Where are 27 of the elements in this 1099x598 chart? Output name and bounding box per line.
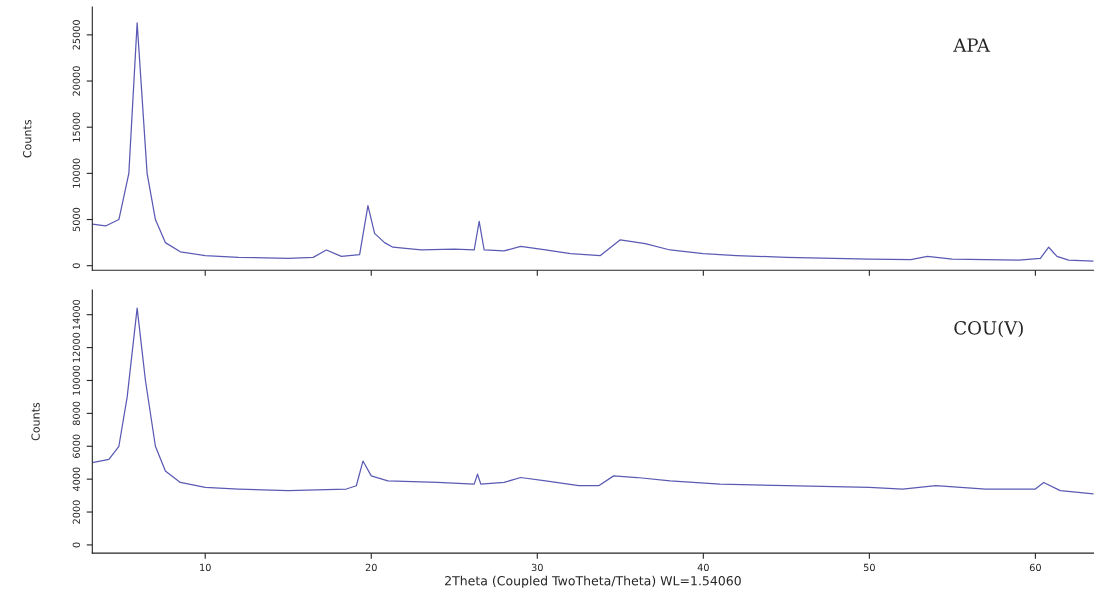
x-tick-label: 50 (863, 563, 875, 572)
y-axis-title: Counts (23, 119, 32, 158)
line-series (92, 22, 1094, 262)
x-tick-label: 10 (200, 563, 211, 572)
annotation: COU(V) (954, 320, 1023, 338)
y-tick-label: 6000 (72, 434, 81, 458)
x-tick-label: 20 (365, 563, 377, 572)
y-tick-label: 20000 (72, 66, 81, 96)
y-tick-label: 10000 (72, 158, 81, 188)
x-tick-label: 30 (531, 563, 543, 572)
line-series (92, 307, 1094, 495)
y-tick-label: 8000 (72, 401, 81, 426)
y-tick-label: 4000 (72, 467, 81, 492)
x-tick-label: 60 (1029, 563, 1041, 572)
y-tick-label: 5000 (72, 207, 81, 232)
y-tick-label: 15000 (72, 112, 81, 142)
x-axis-title: 2Theta (Coupled TwoTheta/Theta) WL=1.54060 (445, 575, 741, 588)
y-tick-label: 0 (72, 542, 81, 548)
y-tick-label: 10000 (72, 365, 81, 395)
y-tick-label: 12000 (72, 332, 81, 362)
y-axis-title: Counts (31, 402, 40, 441)
x-tick-label: 40 (697, 563, 709, 572)
annotation: APA (953, 38, 991, 52)
y-tick-label: 25000 (72, 20, 81, 50)
y-tick-label: 0 (72, 263, 81, 269)
y-tick-label: 2000 (72, 500, 81, 524)
y-tick-label: 14000 (72, 299, 81, 330)
